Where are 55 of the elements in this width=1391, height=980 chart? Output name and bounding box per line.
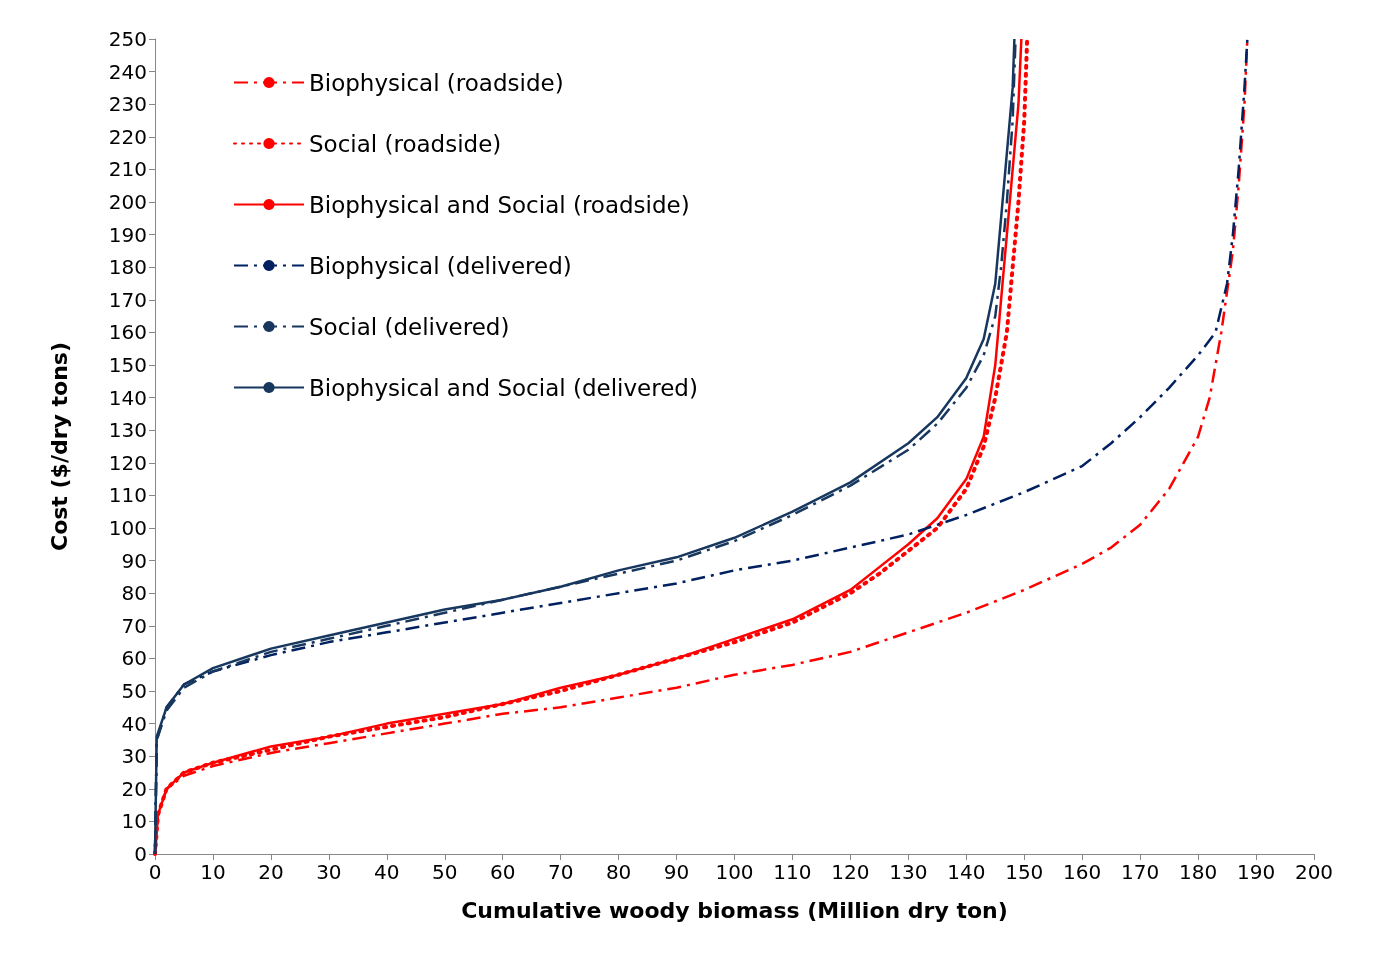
x-tick-label: 40 — [374, 860, 400, 884]
x-tick-label: 190 — [1236, 860, 1276, 884]
y-tick-label: 120 — [108, 450, 147, 475]
x-tick-label: 130 — [889, 860, 928, 884]
y-tick-label: 200 — [108, 190, 147, 214]
x-tick-label: 70 — [547, 860, 574, 884]
y-tick-label: 110 — [108, 483, 147, 508]
legend-label: Social (roadside) — [309, 130, 502, 157]
y-tick-label: 230 — [108, 92, 147, 117]
y-tick-label: 40 — [121, 711, 147, 736]
y-tick-label: 90 — [121, 548, 147, 573]
y-tick-label: 210 — [108, 157, 147, 182]
x-tick-label: 20 — [258, 860, 284, 884]
x-tick-label: 180 — [1179, 860, 1218, 884]
x-tick-label: 30 — [316, 860, 342, 884]
y-tick-label: 60 — [121, 646, 147, 671]
y-axis-title: Cost ($/dry tons) — [46, 342, 72, 551]
y-tick-label: 160 — [108, 320, 147, 345]
y-tick-label: 80 — [121, 581, 147, 606]
y-tick-label: 150 — [108, 353, 147, 377]
x-tick-label: 0 — [148, 860, 162, 884]
y-tick-label: 250 — [108, 27, 147, 51]
y-tick-label: 190 — [108, 222, 147, 247]
y-tick-label: 100 — [108, 516, 147, 540]
legend-label: Social (delivered) — [309, 313, 510, 340]
x-tick-label: 150 — [1005, 860, 1044, 884]
y-tick-label: 140 — [108, 385, 147, 410]
x-tick-label: 120 — [831, 860, 870, 884]
x-tick-label: 200 — [1294, 860, 1334, 884]
x-tick-label: 100 — [715, 860, 754, 884]
x-tick-label: 50 — [432, 860, 458, 884]
y-tick-label: 0 — [134, 842, 147, 866]
y-tick-label: 220 — [108, 124, 147, 149]
x-tick-label: 90 — [663, 860, 690, 884]
x-tick-label: 60 — [489, 860, 516, 884]
y-tick-label: 180 — [108, 255, 147, 280]
x-tick-label: 110 — [773, 860, 812, 884]
y-tick-label: 20 — [121, 776, 147, 801]
y-tick-label: 50 — [121, 679, 147, 703]
y-tick-label: 30 — [121, 744, 147, 769]
y-tick-label: 10 — [121, 809, 147, 834]
x-tick-label: 160 — [1063, 860, 1102, 884]
legend-label: Biophysical (roadside) — [309, 69, 564, 96]
legend-label: Biophysical and Social (delivered) — [309, 374, 698, 401]
y-tick-label: 240 — [108, 59, 147, 84]
x-tick-label: 80 — [605, 860, 632, 884]
legend-label: Biophysical (delivered) — [309, 252, 572, 279]
x-tick-label: 170 — [1121, 860, 1160, 884]
x-tick-label: 10 — [200, 860, 226, 884]
y-tick-label: 170 — [108, 287, 147, 312]
y-tick-label: 70 — [121, 613, 147, 638]
legend-label: Biophysical and Social (roadside) — [309, 191, 690, 218]
x-tick-label: 140 — [947, 860, 986, 884]
x-axis-title: Cumulative woody biomass (Million dry ton) — [461, 897, 1008, 923]
y-tick-label: 130 — [108, 418, 147, 443]
